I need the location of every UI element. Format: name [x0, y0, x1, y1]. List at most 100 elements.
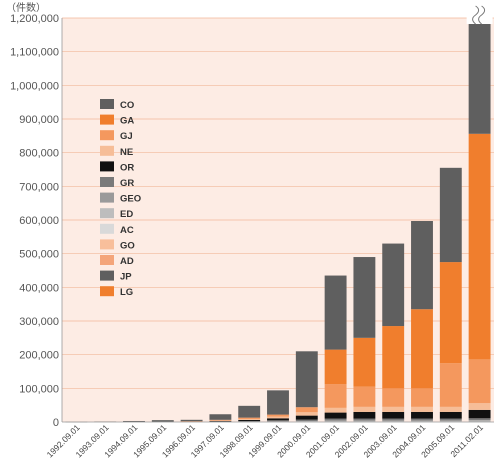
bar-segment-ga: [324, 349, 347, 385]
legend-label-or: OR: [120, 162, 134, 173]
axis-break-mark: [478, 5, 486, 25]
legend-swatch-go: [100, 239, 114, 250]
legend-label-ad: AD: [120, 256, 134, 267]
bar-segment-ga: [353, 337, 376, 387]
legend-label-geo: GEO: [120, 194, 141, 205]
bar-segment-gr: [411, 418, 433, 421]
bar-segment-ne: [324, 407, 347, 413]
bar-segment-gr: [382, 418, 405, 421]
bar-segment-co: [151, 420, 174, 422]
bar-segment-ne: [468, 403, 491, 410]
bar-segment-gj: [353, 386, 376, 407]
y-tick-label: 0: [53, 417, 59, 429]
bar-segment-co: [267, 390, 289, 415]
legend-swatch-ne: [100, 145, 114, 156]
legend-swatch-lg: [100, 286, 114, 297]
legend-swatch-co: [100, 99, 114, 109]
legend-label-gj: GJ: [120, 131, 133, 142]
bar-segment-or: [295, 415, 318, 420]
legend-label-gr: GR: [120, 178, 134, 189]
bar-segment-co: [180, 419, 203, 422]
y-axis: 0 100,000 200,000 300,000 400,000 500,000 600,…: [10, 13, 63, 429]
bar-segment-ne: [238, 418, 261, 420]
bar-segment-gj: [382, 388, 405, 407]
legend-swatch-gr: [100, 177, 114, 187]
legend-label-ed: ED: [120, 209, 133, 220]
bar-segment-gj: [324, 384, 347, 408]
legend-label-lg: LG: [120, 287, 133, 298]
bar-segment-co: [209, 414, 232, 420]
bar-segment-or: [238, 419, 261, 421]
bar-segment-co: [353, 257, 376, 338]
bar-segment-co: [324, 275, 347, 350]
y-axis-unit-label: （件数）: [6, 1, 46, 14]
bar-segment-ed: [439, 420, 462, 422]
y-tick-label: 400,000: [19, 282, 59, 294]
legend-swatch-jp: [100, 270, 114, 281]
bar-segment-co: [468, 17, 491, 134]
bar-segment-co: [295, 351, 318, 408]
bar-segment-gr: [439, 418, 462, 421]
bar-segment-ga: [439, 262, 462, 364]
bar-segment-co: [411, 221, 433, 310]
bar-segment-gr: [267, 420, 289, 422]
bar-segment-or: [468, 409, 491, 419]
grid-lines: [62, 17, 494, 389]
bar-segment-gr: [353, 418, 376, 421]
y-tick-label: 500,000: [19, 249, 59, 261]
y-tick-label: 200,000: [19, 350, 59, 362]
y-tick-label: 600,000: [19, 215, 59, 227]
bar-segment-or: [267, 418, 289, 421]
legend-swatch-geo: [100, 192, 114, 203]
bar-segment-gj: [439, 363, 462, 407]
bar-segment-ga: [468, 133, 491, 360]
bar-segment-gj: [295, 407, 318, 413]
legend-swatch-ed: [100, 208, 114, 219]
x-axis: 1992.09.011993.09.011994.09.011995.09.01…: [45, 421, 494, 459]
axis-break-gap: [466, 6, 493, 24]
bar-segment-ed: [468, 420, 491, 422]
legend-label-jp: JP: [120, 272, 132, 283]
bar-segment-gj: [238, 417, 261, 419]
bar-segment-ga: [411, 309, 433, 389]
legend-swatch-ac: [100, 223, 114, 234]
legend-swatch-or: [100, 161, 114, 172]
bar-segment-or: [353, 411, 376, 419]
bar-segment-ed: [324, 420, 347, 422]
bar-segment-co: [439, 167, 462, 263]
y-tick-label: 100,000: [19, 383, 59, 395]
y-tick-label: 900,000: [19, 114, 59, 126]
bar-segment-co: [123, 420, 145, 422]
y-tick-label: 1,000,000: [10, 80, 59, 92]
bar-segment-or: [324, 412, 347, 419]
bar-segment-ga: [382, 326, 405, 389]
bar-segment-ne: [439, 406, 462, 412]
bar-segment-gj: [267, 414, 289, 417]
legend: CO GA GJ NE OR GR GEO ED AC GO AD JP LG: [100, 99, 141, 298]
legend-swatch-ga: [100, 114, 114, 125]
bar-segment-or: [209, 420, 232, 422]
legend-swatch-gj: [100, 130, 114, 141]
bar-segment-ne: [267, 416, 289, 419]
bar-segment-gr: [468, 418, 491, 421]
bar-segment-ne: [411, 406, 433, 412]
y-tick-label: 1,200,000: [10, 13, 59, 25]
legend-label-ga: GA: [120, 116, 134, 127]
bar-segment-gr: [238, 420, 261, 422]
bar-segment-ed: [353, 420, 376, 422]
bar-segment-gr: [324, 418, 347, 421]
bar-segment-or: [411, 411, 433, 419]
legend-label-co: CO: [120, 100, 134, 111]
bar-segment-gj: [209, 419, 232, 421]
bar-segment-or: [382, 411, 405, 419]
y-tick-label: 700,000: [19, 181, 59, 193]
bar-segment-ed: [411, 420, 433, 422]
legend-label-ac: AC: [120, 225, 134, 236]
axis-break-mark: [472, 5, 480, 25]
legend-label-ne: NE: [120, 147, 133, 158]
bar-segment-co: [238, 405, 261, 418]
bar-segment-ed: [295, 420, 318, 422]
bar-segment-gj: [411, 388, 433, 407]
y-tick-label: 1,100,000: [10, 47, 59, 59]
legend-swatch-ad: [100, 255, 114, 265]
